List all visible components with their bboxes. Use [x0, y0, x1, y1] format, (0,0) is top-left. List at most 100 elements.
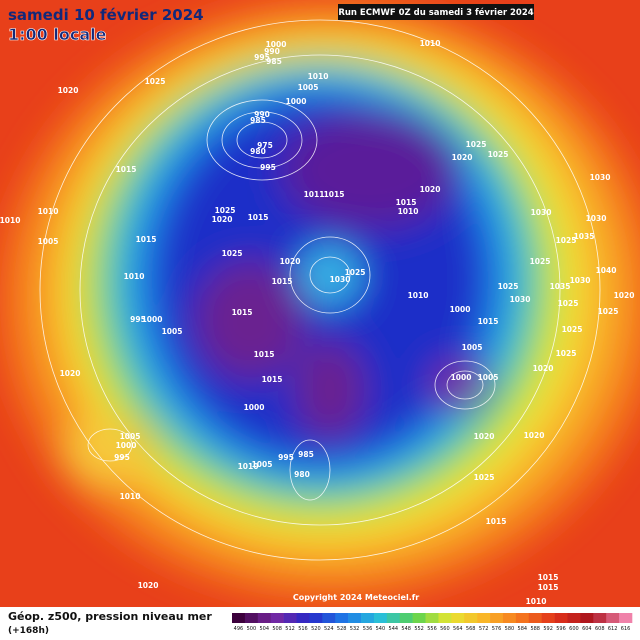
isobar-label: 995 — [130, 315, 146, 324]
isobar-label: 1020 — [524, 431, 545, 440]
legend-label: 612 — [608, 626, 618, 632]
legend-label: 596 — [556, 626, 566, 632]
isobar-label: 1025 — [558, 299, 579, 308]
legend-label: 508 — [272, 626, 282, 632]
legend-swatch — [554, 613, 568, 623]
isobar-label: 980 — [294, 470, 310, 479]
run-label: Run ECMWF 0Z du samedi 3 février 2024 — [338, 7, 533, 18]
legend-label: 616 — [621, 626, 631, 632]
legend-swatch — [270, 613, 284, 623]
legend-swatch — [593, 613, 607, 623]
isobar-label: 1035 — [574, 232, 595, 241]
caption: Géop. z500, pression niveau mer — [8, 610, 212, 623]
isobar-label: 1015 — [262, 375, 283, 384]
isobar-label: 1020 — [452, 153, 473, 162]
isobar-label: 1000 — [142, 315, 163, 324]
isobar-label: 1025 — [530, 257, 551, 266]
legend-swatch — [619, 613, 633, 623]
isobar-label: 1020 — [138, 581, 159, 590]
isobar-label: 1025 — [562, 325, 583, 334]
isobar-label: 1025 — [498, 282, 519, 291]
isobar-label: 1005 — [38, 237, 59, 246]
isobar-label: 1030 — [590, 173, 611, 182]
isobar-label: 1025 — [556, 349, 577, 358]
isobar-label: 1015 — [248, 213, 269, 222]
legend-swatch — [606, 613, 620, 623]
isobar-label: 980 — [250, 147, 266, 156]
isobar-label: 1020 — [58, 86, 79, 95]
legend-label: 496 — [234, 626, 244, 632]
legend-swatch — [373, 613, 388, 623]
isobar-label: 1005 — [120, 432, 141, 441]
isobar-label: 1005 — [298, 83, 319, 92]
legend-label: 504 — [259, 626, 269, 632]
isobar-label: 1015 — [136, 235, 157, 244]
legend-swatch — [541, 613, 555, 623]
legend-label: 576 — [492, 626, 502, 632]
legend-label: 588 — [530, 626, 540, 632]
isobar-label: 1000 — [116, 441, 137, 450]
legend-label: 552 — [414, 626, 424, 632]
isobar-label: 1035 — [550, 282, 571, 291]
legend-swatch — [283, 613, 297, 623]
isobar-label: 1005 — [252, 460, 273, 469]
isobar-label: 1025 — [556, 236, 577, 245]
legend-label: 556 — [427, 626, 437, 632]
isobar-label: 990 — [254, 110, 270, 119]
legend-swatch — [386, 613, 401, 623]
isobar-label: 1011 — [304, 190, 325, 199]
legend-label: 564 — [453, 626, 463, 632]
isobar-label: 1010 — [238, 462, 259, 471]
isobar-label: 1030 — [570, 276, 591, 285]
legend-label: 580 — [505, 626, 515, 632]
geopotential-field — [0, 0, 640, 607]
legend-swatch — [348, 613, 362, 623]
isobar-label: 1000 — [286, 97, 307, 106]
legend-swatch — [425, 613, 439, 623]
isobar-label: 1020 — [614, 291, 635, 300]
legend-swatch — [335, 613, 349, 623]
legend-label: 544 — [389, 626, 399, 632]
legend-label: 540 — [376, 626, 386, 632]
isobar-label: 1020 — [60, 369, 81, 378]
legend-swatch — [257, 613, 272, 623]
isobar-label: 995 — [114, 453, 130, 462]
legend-swatch — [580, 613, 594, 623]
isobar-label: 1020 — [533, 364, 554, 373]
isobar-label: 1015 — [232, 308, 253, 317]
legend-label: 560 — [440, 626, 450, 632]
legend-label: 608 — [595, 626, 605, 632]
legend-swatch — [490, 613, 504, 623]
title: samedi 10 février 2024 — [8, 6, 204, 24]
run-banner — [338, 4, 534, 20]
legend-swatch — [528, 613, 542, 623]
time: 1:00 locale — [8, 25, 107, 44]
copyright: Copyright 2024 Meteociel.fr — [293, 593, 419, 602]
isobar-label: 1025 — [222, 249, 243, 258]
legend-label: 572 — [479, 626, 489, 632]
isobar-label: 1010 — [408, 291, 429, 300]
legend-swatch — [309, 613, 323, 623]
isobar-label: 1010 — [120, 492, 141, 501]
legend-label: 548 — [401, 626, 411, 632]
isobar-label: 990 — [264, 47, 280, 56]
isobar-label: 1025 — [145, 77, 166, 86]
isobar-label: 985 — [298, 450, 314, 459]
isobar-label: 995 — [278, 453, 294, 462]
legend-swatch — [322, 613, 336, 623]
isobar-label: 1010 — [0, 216, 20, 225]
isobar-label: 1030 — [531, 208, 552, 217]
isobar-label: 1000 — [266, 40, 287, 49]
isobar-label: 1015 — [116, 165, 137, 174]
isobar-label: 1015 — [478, 317, 499, 326]
legend-label: 584 — [518, 626, 528, 632]
isobar-label: 1000 — [244, 403, 265, 412]
isobar-label: 1005 — [162, 327, 183, 336]
isobar-label: 1020 — [280, 257, 301, 266]
lead-time: (+168h) — [8, 626, 49, 636]
legend-label: 524 — [324, 626, 334, 632]
isobar-label: 1010 — [308, 72, 329, 81]
legend-label: 568 — [466, 626, 476, 632]
isobar-label: 1010 — [420, 39, 441, 48]
legend-label: 532 — [350, 626, 360, 632]
